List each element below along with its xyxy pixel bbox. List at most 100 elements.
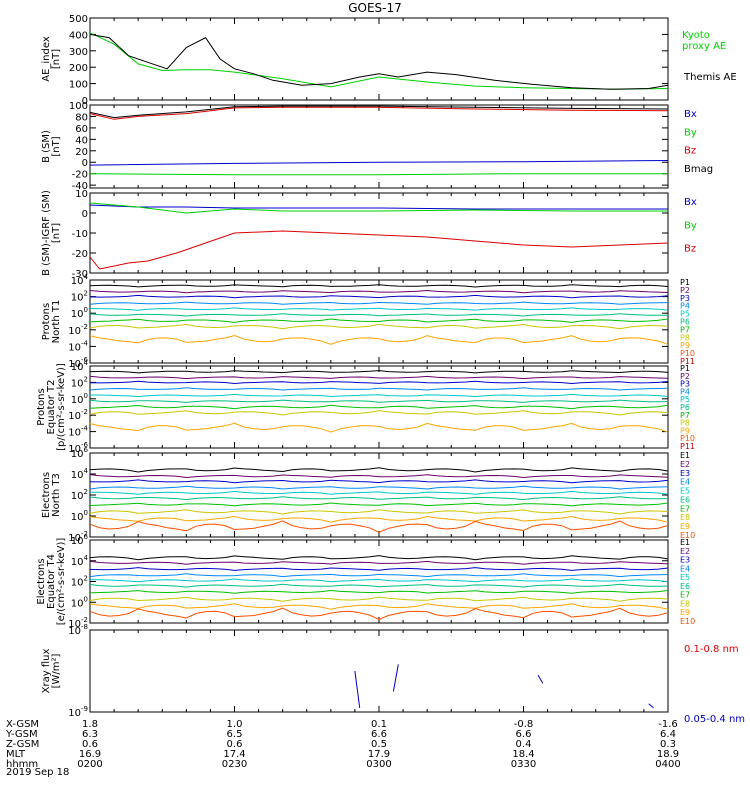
footer-value: 0230 (222, 759, 247, 770)
footer-value: 17.4 (223, 749, 245, 760)
panel-eequator: 106 104 102 100 10-2 Electrons Equator T4 [e/(c… (36, 533, 695, 630)
series-line (90, 323, 668, 330)
footer-row-label: X-GSM (6, 719, 39, 730)
y-tick-label: 10-6 (68, 356, 88, 370)
series-line (90, 313, 668, 317)
y-tick-label: 20 (75, 147, 88, 158)
series-line (90, 467, 668, 473)
series-line (90, 393, 668, 398)
footer-value: 17.9 (368, 749, 390, 760)
y-tick-label: 10-2 (68, 323, 88, 337)
legend-entry: P9 (680, 426, 690, 435)
legend-entry: E8 (680, 599, 690, 608)
legend-entry: P6 (680, 318, 690, 327)
y-tick-label: 102 (71, 488, 88, 502)
y-axis-label: Electrons (41, 472, 52, 518)
y-tick-label: 106 (71, 446, 89, 460)
series-line (90, 33, 668, 90)
series-group (354, 664, 654, 712)
y-tick-label: 100 (69, 80, 88, 91)
series-line (537, 674, 544, 684)
series-line (90, 307, 668, 311)
footer-value: 18.4 (512, 749, 534, 760)
series-group (90, 555, 668, 620)
series-line (90, 490, 668, 495)
series-line (90, 560, 668, 565)
footer-value: -0.8 (514, 719, 534, 730)
y-tick-label: 10-2 (68, 616, 88, 630)
legend-entry: P7 (680, 325, 690, 334)
footer-row-label: hhmm (6, 759, 38, 770)
legend-entry: E2 (680, 547, 690, 556)
footer-row-label: MLT (6, 749, 26, 760)
footer-value: 0300 (366, 759, 391, 770)
series-group (90, 32, 668, 90)
series-line (90, 380, 668, 385)
y-axis-label: Equator T4 (46, 554, 57, 609)
y-tick-label: 200 (69, 63, 88, 74)
series-line (90, 410, 668, 416)
footer-value: 0.1 (371, 719, 387, 730)
series-line (90, 32, 668, 90)
series-line (90, 294, 668, 299)
legend-entry: E5 (680, 487, 690, 496)
y-axis-label: [p/(cm²-s-sr-keV)] (56, 363, 67, 451)
footer-row-label: Z-GSM (6, 739, 39, 750)
series-line (90, 160, 668, 166)
legend-entry: P11 (680, 442, 695, 451)
y-axis-label: North T3 (51, 473, 62, 517)
y-axis-label: [e/(cm²-s-sr-keV)] (56, 538, 67, 626)
legend-entry: P4 (680, 302, 690, 311)
legend-entry: E10 (680, 617, 695, 626)
panel-xray: 10-8 10-9 Xray flux [W/m²] 0.1-0.8 nm 0.05-0.… (41, 623, 745, 725)
legend-entry: E3 (680, 556, 690, 565)
series-line (90, 202, 668, 214)
y-tick-label: 104 (71, 554, 89, 568)
legend-entry: P10 (680, 349, 695, 358)
series-line (90, 515, 668, 523)
y-axis-label: Equator T2 (46, 380, 57, 435)
legend-entry: E2 (680, 460, 690, 469)
y-tick-label: 80 (75, 112, 88, 123)
footer-value: 0.5 (371, 739, 387, 750)
series-line (90, 204, 668, 210)
series-line (90, 479, 668, 484)
footer-value: 0.4 (516, 739, 532, 750)
footer-value: 0400 (655, 759, 680, 770)
series-group (90, 370, 668, 433)
y-axis-label: B (SM)-IGRF (SM) (41, 190, 52, 276)
panel-frame (89, 192, 669, 274)
chart-title: GOES-17 (348, 1, 402, 15)
footer-value: 6.6 (516, 729, 532, 740)
y-tick-label: 10-2 (68, 408, 88, 422)
legend-entry: E9 (680, 522, 690, 531)
y-axis-label: Protons (36, 388, 47, 425)
legend-entry: P8 (680, 333, 690, 342)
legend-entry: 0.1-0.8 nm (684, 644, 739, 655)
series-line (90, 496, 668, 501)
legend-entry: E7 (680, 504, 690, 513)
footer-value: 0330 (511, 759, 536, 770)
y-axis-label: [nT] (51, 49, 62, 69)
y-tick-label: 104 (71, 273, 89, 287)
series-line (90, 573, 668, 578)
y-axis-label: [W/m²] (51, 653, 62, 688)
y-axis-label: B (SM) (41, 130, 52, 163)
series-line (90, 520, 668, 533)
y-tick-label: 10-4 (68, 339, 88, 353)
legend-entry: E5 (680, 573, 690, 582)
y-tick-label: 106 (71, 533, 89, 547)
y-tick-label: 0 (82, 158, 88, 169)
y-tick-label: 10-8 (68, 623, 88, 637)
legend-entry: E4 (680, 564, 690, 573)
legend-entry: By (684, 220, 697, 231)
y-tick-label: 400 (69, 30, 88, 41)
legend-entry: P7 (680, 411, 690, 420)
series-line (90, 399, 668, 403)
